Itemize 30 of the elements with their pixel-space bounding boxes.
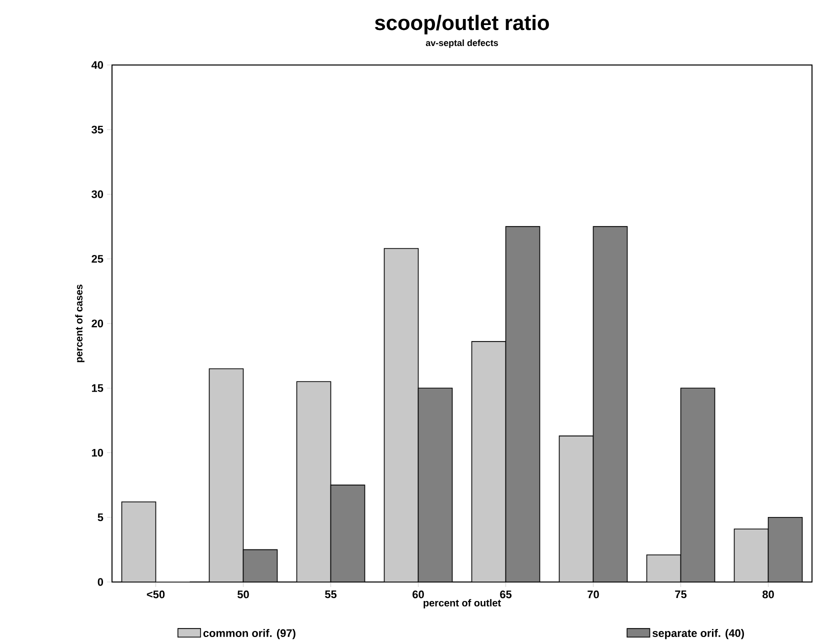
bar — [592, 226, 628, 582]
x-tick-label: 50 — [238, 590, 249, 598]
y-tick-label: 30 — [92, 190, 104, 198]
y-tick-label: 5 — [98, 514, 104, 522]
x-tick-label: 70 — [588, 590, 599, 598]
x-axis-title: percent of outlet — [424, 599, 501, 608]
y-axis-title: percent of cases — [75, 284, 84, 362]
y-tick-label: 0 — [98, 578, 104, 586]
x-tick-label: 55 — [325, 590, 337, 598]
bar — [418, 388, 453, 582]
x-tick-label: <50 — [146, 590, 165, 598]
bar — [768, 516, 803, 582]
chart-subtitle: av-septal defects — [426, 39, 498, 48]
y-tick-label: 40 — [91, 61, 104, 69]
legend-label: common orif. (97) — [203, 628, 296, 640]
y-tick-label: 20 — [92, 320, 104, 328]
x-tick-label: 60 — [412, 590, 424, 598]
bar — [505, 226, 540, 582]
y-tick-label: 35 — [92, 126, 104, 134]
x-tick-label: 65 — [500, 590, 512, 598]
legend-label: separate orif. (40) — [652, 628, 744, 640]
bar — [680, 388, 716, 582]
x-tick-label: 75 — [675, 590, 687, 598]
y-tick-label: 10 — [92, 448, 104, 457]
y-tick-label: 15 — [92, 384, 104, 392]
x-tick-label: 80 — [762, 590, 774, 598]
chart-title: scoop/outlet ratio — [374, 14, 549, 34]
bar — [330, 484, 366, 582]
bar — [242, 549, 278, 582]
y-tick-label: 25 — [92, 254, 104, 263]
